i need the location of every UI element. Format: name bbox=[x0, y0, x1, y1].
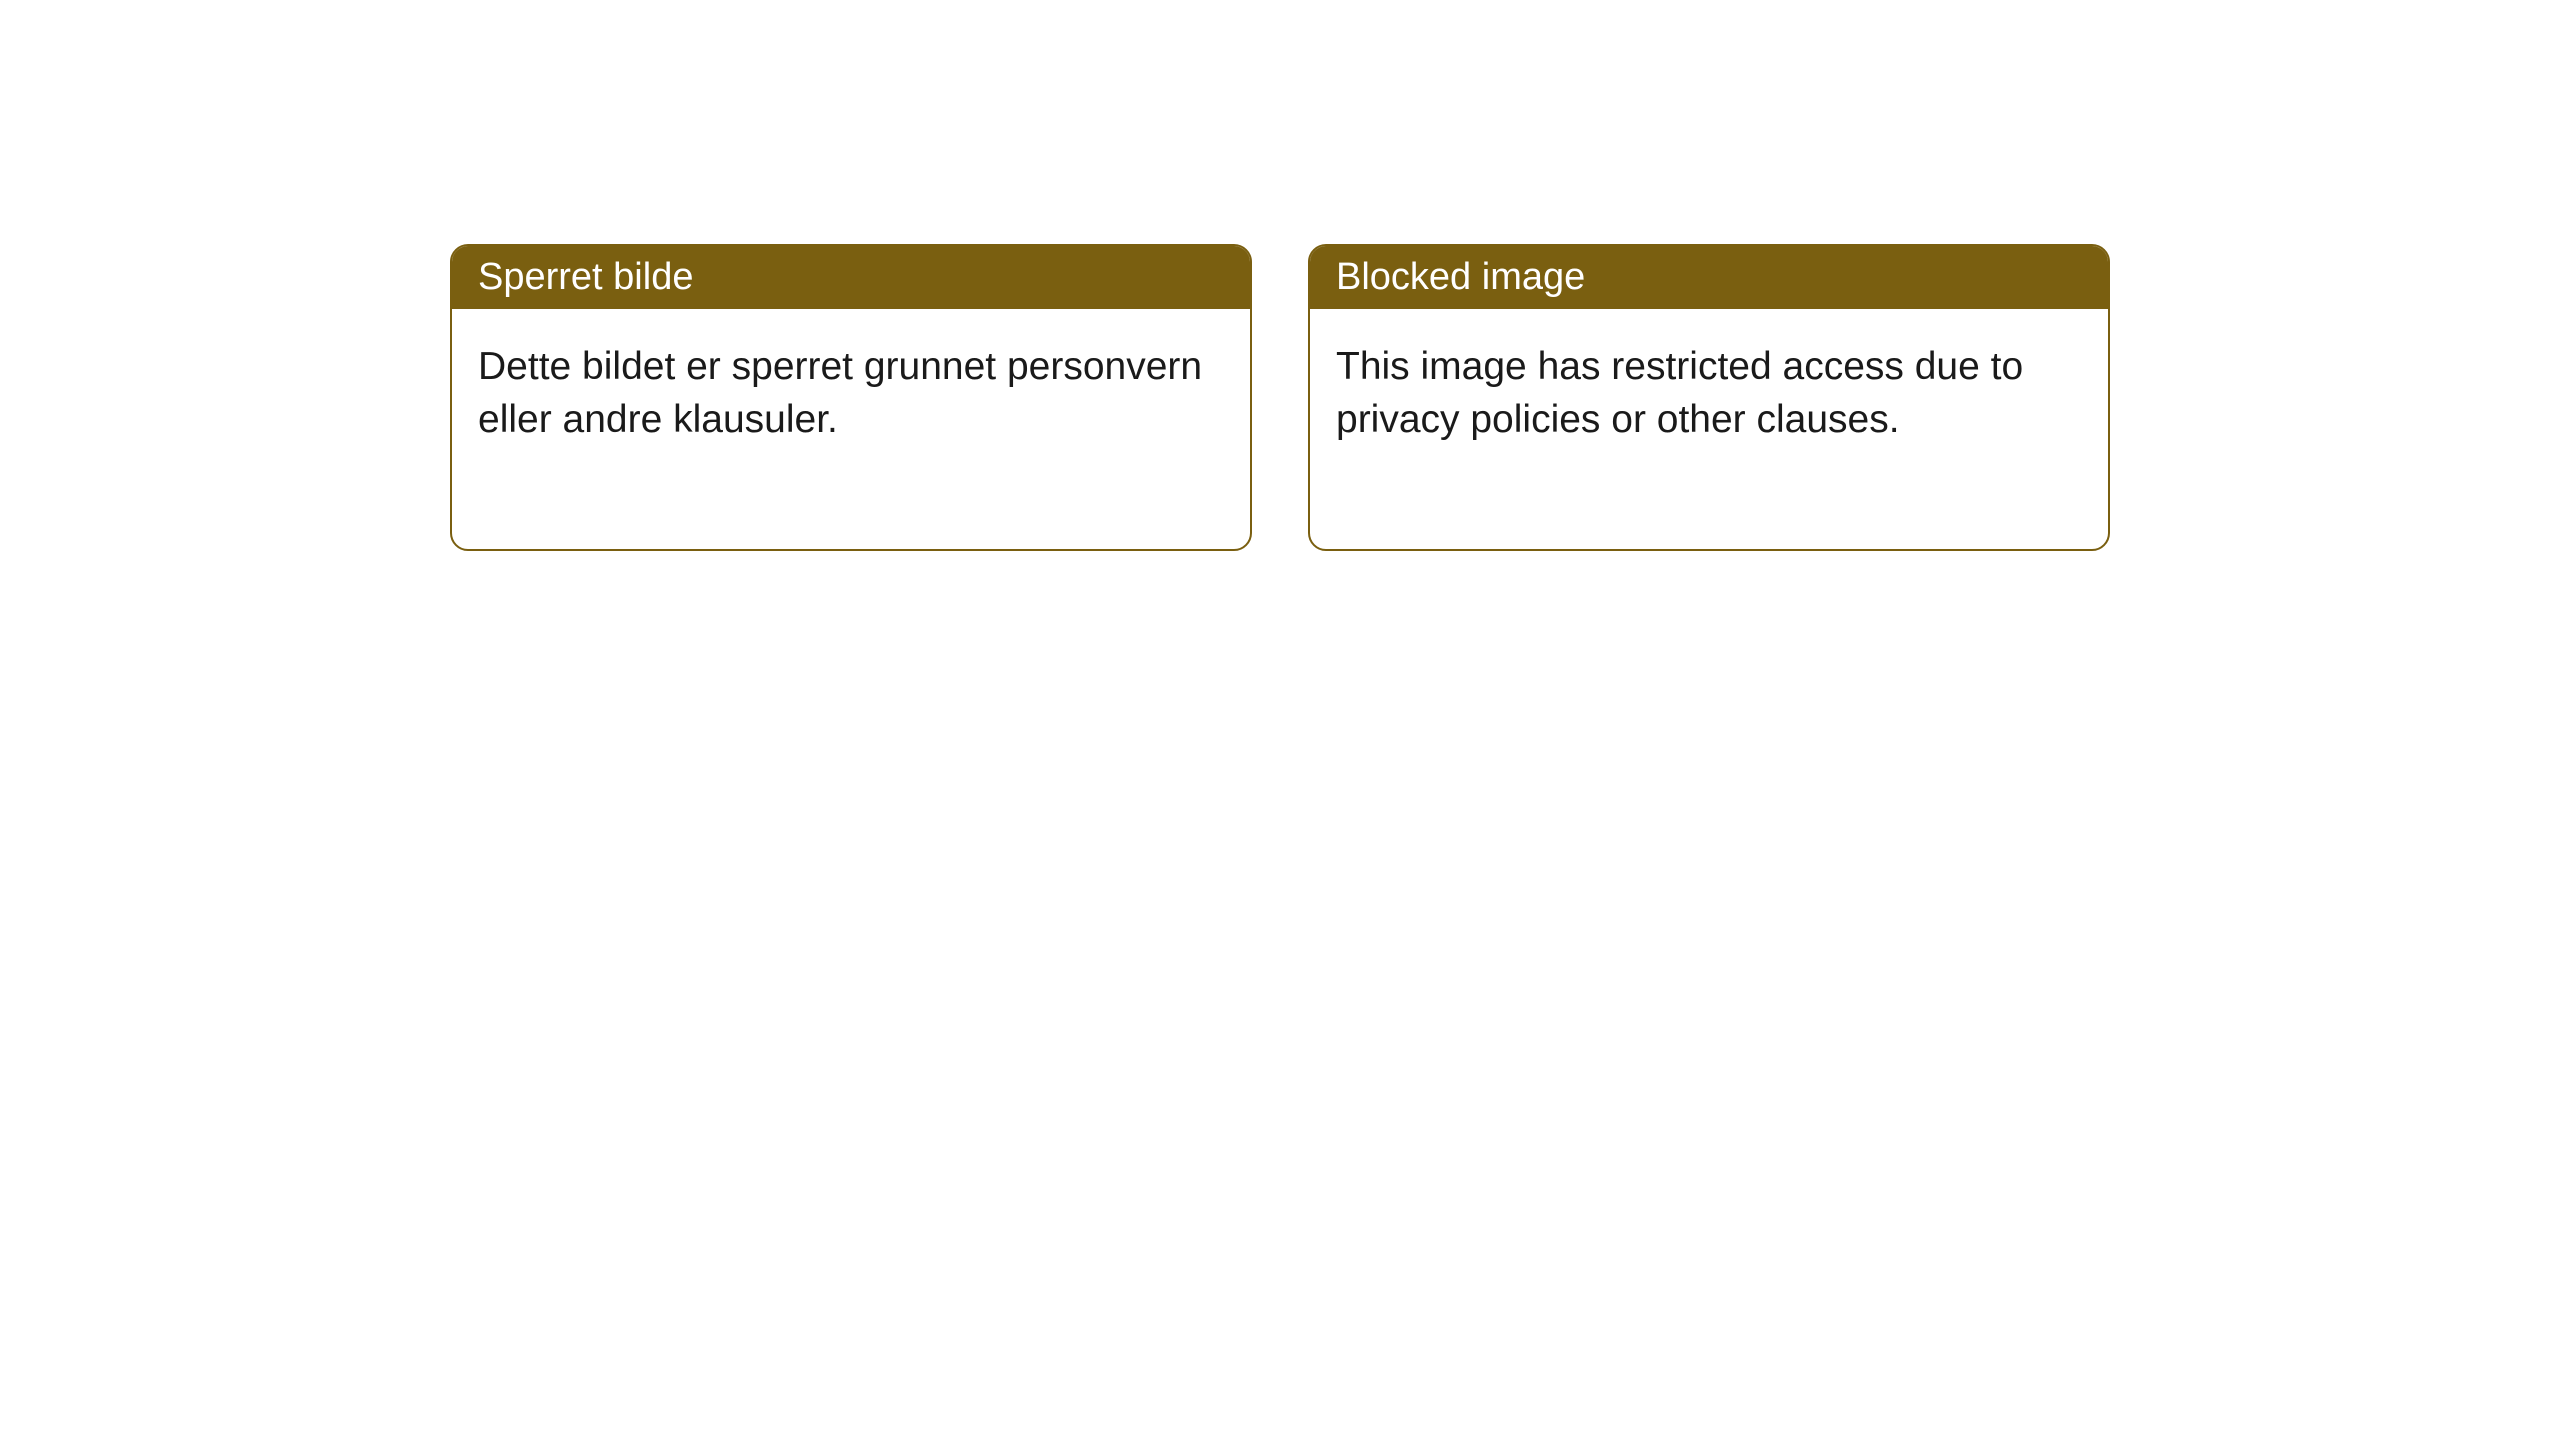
card-header: Blocked image bbox=[1310, 246, 2108, 309]
notice-card-english: Blocked image This image has restricted … bbox=[1308, 244, 2110, 551]
notice-card-norwegian: Sperret bilde Dette bildet er sperret gr… bbox=[450, 244, 1252, 551]
card-body: This image has restricted access due to … bbox=[1310, 309, 2108, 549]
notice-cards-container: Sperret bilde Dette bildet er sperret gr… bbox=[450, 244, 2110, 551]
card-body: Dette bildet er sperret grunnet personve… bbox=[452, 309, 1250, 549]
card-header: Sperret bilde bbox=[452, 246, 1250, 309]
